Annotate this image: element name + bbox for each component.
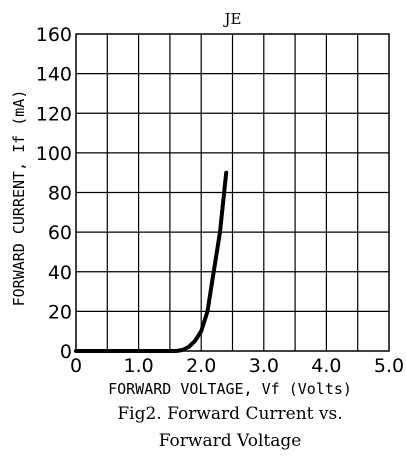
y-axis-label: FORWARD CURRENT, If (mA) — [10, 90, 28, 307]
x-tick-label: 0 — [70, 355, 82, 377]
y-tick-label: 120 — [36, 103, 72, 125]
y-tick-label: 0 — [60, 341, 72, 363]
chart-title: JE — [223, 10, 242, 28]
y-tick-label: 60 — [48, 222, 72, 244]
y-tick-label: 100 — [36, 143, 72, 165]
y-tick-label: 80 — [48, 183, 72, 205]
x-tick-label: 5.0 — [374, 355, 404, 377]
y-tick-label: 40 — [48, 262, 72, 284]
y-tick-label: 140 — [36, 64, 72, 86]
y-tick-label: 160 — [36, 24, 72, 46]
figure-caption-line-1: Fig2. Forward Current vs. — [117, 404, 342, 424]
y-tick-label: 20 — [48, 301, 72, 323]
x-tick-label: 2.0 — [186, 355, 216, 377]
x-tick-label: 3.0 — [249, 355, 279, 377]
x-tick-label: 1.0 — [123, 355, 153, 377]
figure-caption-line-2: Forward Voltage — [159, 431, 302, 451]
x-axis-label: FORWARD VOLTAGE, Vf (Volts) — [108, 380, 352, 398]
x-tick-labels: 0 1.0 2.0 3.0 4.0 5.0 — [70, 355, 404, 377]
forward-current-curve — [74, 170, 229, 353]
y-tick-labels: 0 20 40 60 80 100 120 140 160 — [36, 24, 72, 363]
x-tick-label: 4.0 — [311, 355, 341, 377]
grid — [76, 34, 389, 351]
plot-frame — [75, 33, 390, 352]
